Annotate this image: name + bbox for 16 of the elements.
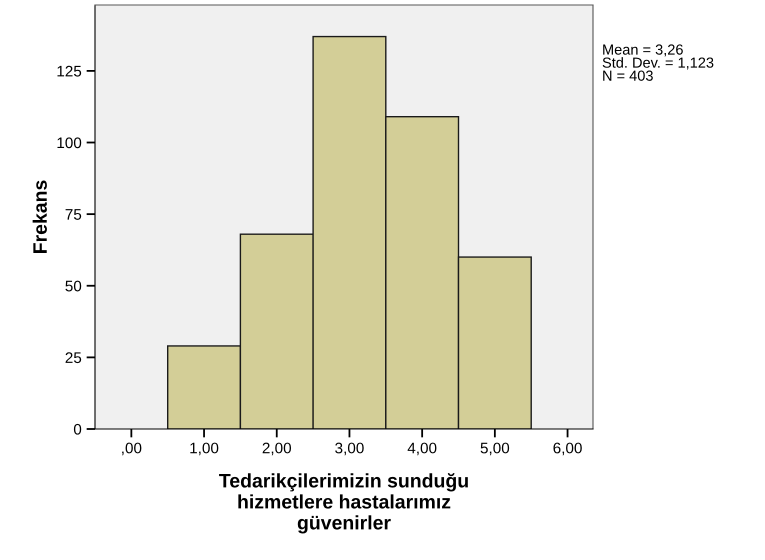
- x-tick-label: 6,00: [553, 442, 582, 456]
- x-axis-title: Tedarikçilerimizin sunduğu hizmetlere hastalarımız güvenirler: [219, 473, 468, 534]
- y-tick-label: 50: [65, 280, 82, 292]
- y-axis-title: Frekans: [32, 180, 47, 253]
- x-tick-label: 2,00: [262, 442, 292, 456]
- y-tick-label: 0: [74, 424, 82, 435]
- y-tick-label: 75: [66, 209, 82, 220]
- text: Mean = 3,26 Std. Dev. = 1,123 N = 403: [602, 44, 714, 81]
- x-tick-label: 5,00: [480, 442, 510, 456]
- x-tick-label: 3,00: [335, 442, 364, 456]
- x-tick-label: 1,00: [190, 442, 218, 456]
- x-tick-label: 4,00: [408, 442, 436, 456]
- x-tick-label: ,00: [122, 442, 142, 456]
- y-tick-label: 25: [66, 352, 82, 364]
- y-tick-label: 125: [57, 66, 82, 77]
- y-tick-label: 100: [57, 137, 82, 148]
